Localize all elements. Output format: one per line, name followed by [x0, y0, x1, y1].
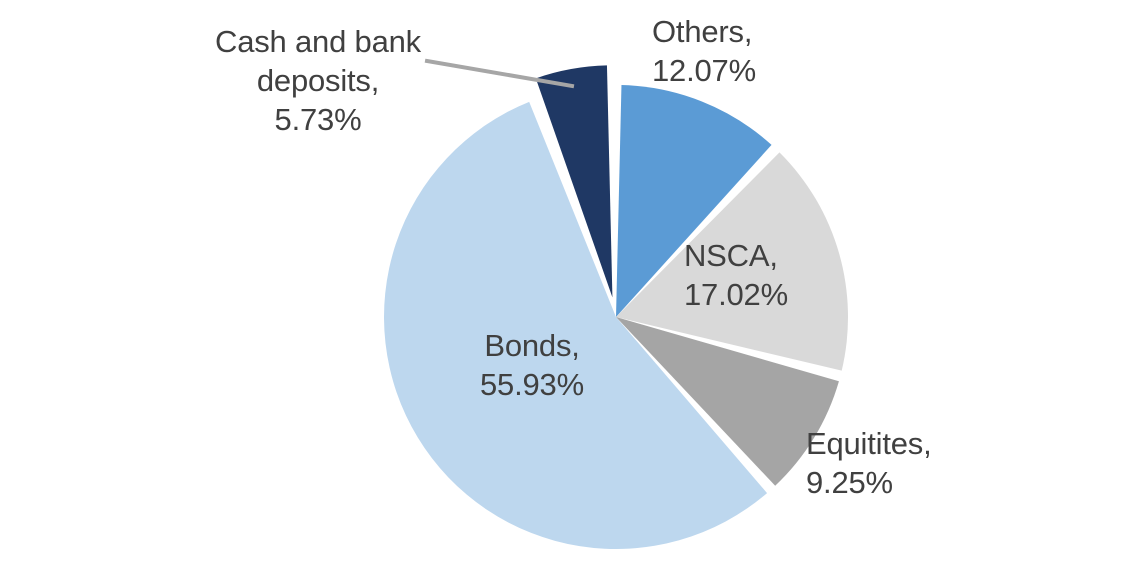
pie-slice-nsca[interactable] [616, 152, 848, 371]
pie-slice-cash-and-bank-deposits[interactable] [535, 65, 613, 298]
pie-slice-others[interactable] [616, 85, 772, 317]
data-label-nsca: NSCA, 17.02% [684, 238, 788, 312]
data-label-cash-and-bank-deposits: Cash and bank deposits, 5.73% [215, 24, 421, 137]
data-label-bonds: Bonds, 55.93% [480, 328, 584, 402]
data-label-others: Others, 12.07% [652, 14, 756, 88]
leader-line-cash [424, 58, 575, 89]
data-label-equitites: Equitites, 9.25% [806, 426, 932, 500]
pie-slice-bonds[interactable] [383, 101, 768, 549]
leader-lines [424, 58, 575, 89]
pie-slices [383, 65, 848, 549]
pie-slice-equitites[interactable] [616, 317, 839, 486]
